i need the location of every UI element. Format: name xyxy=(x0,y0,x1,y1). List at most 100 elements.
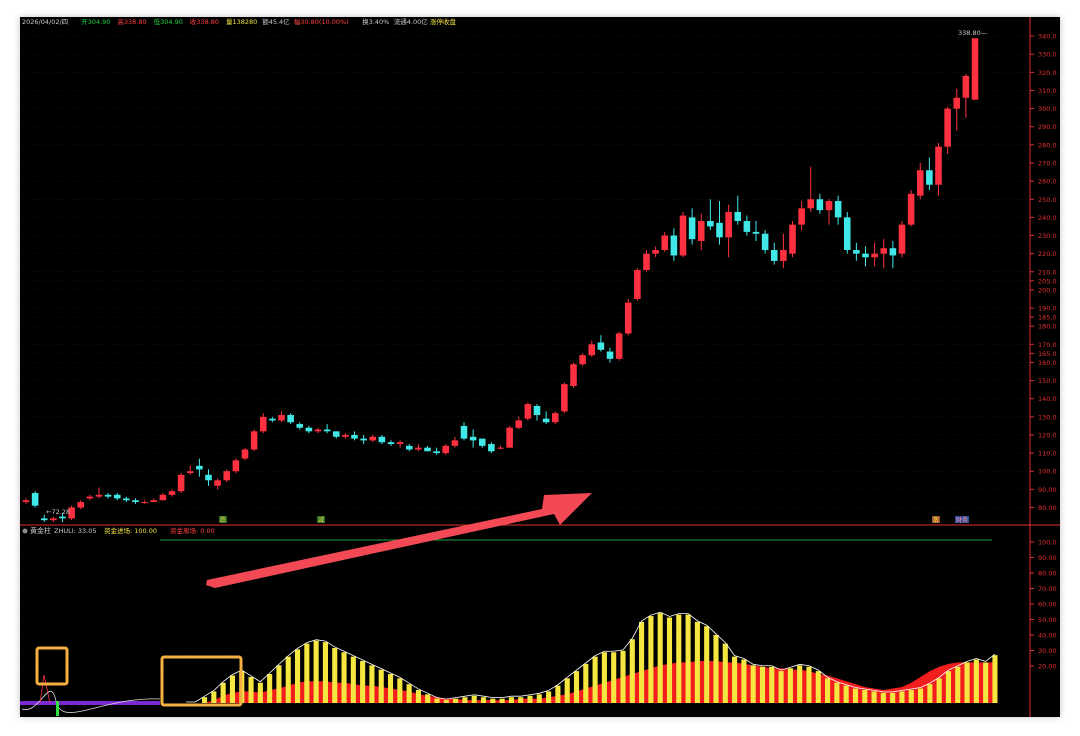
zhuli-bar xyxy=(992,655,998,703)
candle-body xyxy=(615,333,623,359)
marker-b: 减 xyxy=(318,516,324,524)
candle-body xyxy=(451,440,459,446)
candle-body xyxy=(688,217,696,240)
candle-body xyxy=(332,431,340,437)
candle-body xyxy=(123,498,130,501)
candle-body xyxy=(561,384,568,412)
zhuli-bar xyxy=(862,689,868,703)
candle-body xyxy=(95,494,103,497)
price-tick-label: 130.0 xyxy=(1038,413,1057,421)
candle-body xyxy=(305,427,313,432)
zhuli-bar xyxy=(276,665,282,703)
price-tick-label: 140.0 xyxy=(1038,395,1057,403)
candle-body xyxy=(387,442,395,445)
trend-arrow xyxy=(206,493,592,588)
zhuli-bar xyxy=(285,656,291,703)
zhuli-bar xyxy=(722,643,728,703)
candle-body xyxy=(314,429,322,432)
candle-body xyxy=(22,500,30,503)
candle-body xyxy=(743,221,751,232)
candle-body xyxy=(761,233,769,251)
zhuli-bar xyxy=(741,659,747,703)
zhuli-bar xyxy=(499,698,505,703)
zhuli-bar xyxy=(871,691,877,703)
zhuli-bar xyxy=(890,692,896,703)
zhuli-bar xyxy=(648,616,654,703)
indicator-tick-label: 60.00 xyxy=(1038,601,1057,609)
candle-body xyxy=(241,449,249,459)
price-tick-label: 110.0 xyxy=(1038,450,1057,458)
header-field-7: 幅30.80(10.00%) xyxy=(294,17,349,26)
zhuli-bar xyxy=(397,678,403,703)
candle-body xyxy=(898,224,906,254)
zhuli-bar xyxy=(406,684,412,703)
candle-body xyxy=(853,250,860,254)
zhuli-bar xyxy=(815,671,821,703)
indicator-tick-label: 70.00 xyxy=(1038,585,1057,593)
header-field-1: 开304.90 xyxy=(81,18,110,26)
marker-a: 跌 xyxy=(220,516,226,524)
candle-body xyxy=(597,342,605,350)
candle-body xyxy=(369,436,377,441)
candle-body xyxy=(168,491,176,495)
candle-body xyxy=(442,445,450,454)
candle-body xyxy=(780,250,787,261)
price-tick-label: 280.0 xyxy=(1038,141,1057,149)
zhuli-bar xyxy=(369,665,375,703)
candle-body xyxy=(634,269,641,299)
indicator-tick-label: 100.0 xyxy=(1038,539,1057,547)
zhuli-bar xyxy=(973,659,979,703)
indicator-tick-label: 90.00 xyxy=(1038,554,1057,562)
header-field-6: 额45.4亿 xyxy=(262,17,290,26)
candle-body xyxy=(113,494,121,499)
header-field-4: 收338.80 xyxy=(190,17,219,26)
price-tick-label: 100.0 xyxy=(1038,468,1057,476)
candle-body xyxy=(50,518,57,521)
price-tick-label: 190.0 xyxy=(1038,305,1057,313)
zhuli-bar xyxy=(313,640,319,703)
highlight-box-small xyxy=(35,646,69,686)
zhuli-bar xyxy=(546,691,552,703)
marker-b-bg xyxy=(317,516,325,523)
candle-body xyxy=(378,436,386,443)
candle-body xyxy=(296,424,304,428)
candle-body xyxy=(770,250,778,261)
candle-body xyxy=(843,217,851,251)
zhuli-bar xyxy=(825,678,831,703)
candle-body xyxy=(360,438,367,441)
zhuli-bar xyxy=(387,674,394,703)
low-price-label: ←72.28 xyxy=(46,508,70,516)
candle-body xyxy=(944,108,951,147)
price-tick-label: 230.0 xyxy=(1038,232,1057,240)
candle-body xyxy=(661,235,669,251)
candle-body xyxy=(734,211,742,222)
candle-body xyxy=(515,420,523,428)
candle-body xyxy=(652,250,659,254)
zhuli-bar xyxy=(583,663,589,703)
zhuli-bar xyxy=(759,666,766,703)
candle-body xyxy=(488,444,495,452)
zhuli-bar xyxy=(676,614,682,703)
header-field-10: 涨停收盘 xyxy=(430,17,457,26)
zhuli-bar xyxy=(620,650,626,703)
price-tick-label: 260.0 xyxy=(1038,178,1057,186)
candle-body xyxy=(697,221,705,241)
candle-body xyxy=(141,502,148,504)
candle-body xyxy=(205,474,212,481)
candle-body xyxy=(825,201,833,211)
candle-body xyxy=(889,248,897,256)
price-tick-label: 210.0 xyxy=(1038,268,1057,276)
candle-body xyxy=(524,404,532,419)
candle-body xyxy=(606,351,614,359)
candle-body xyxy=(269,418,276,421)
zhuli-bar xyxy=(666,617,673,703)
indicator-zhuli: ZHULI: 33.05 xyxy=(54,527,97,535)
zhuli-bar xyxy=(918,688,924,703)
price-tick-label: 310.0 xyxy=(1038,87,1057,95)
candle-body xyxy=(807,199,815,209)
price-tick-label: 300.0 xyxy=(1038,105,1057,113)
price-tick-label: 160.0 xyxy=(1038,359,1057,367)
candle-body xyxy=(31,492,39,506)
zhuli-bar xyxy=(304,643,310,703)
zhuli-bar xyxy=(685,614,691,703)
